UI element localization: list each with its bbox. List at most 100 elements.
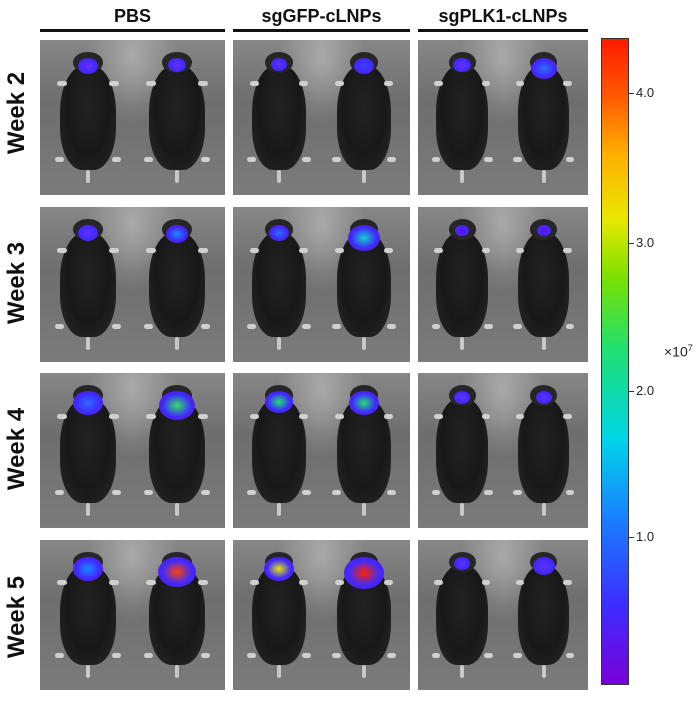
mouse xyxy=(247,385,311,516)
mouse-paw xyxy=(299,579,309,585)
mouse-tail xyxy=(86,336,91,350)
mouse-paw xyxy=(112,323,122,329)
mouse-paw xyxy=(386,156,396,162)
mouse xyxy=(513,385,575,516)
bioluminescence-signal xyxy=(454,390,471,404)
mouse-paw xyxy=(247,652,257,658)
bioluminescence-signal xyxy=(353,57,374,74)
bioluminescence-signal xyxy=(73,557,104,582)
mouse-paw xyxy=(299,248,309,254)
mouse-tail xyxy=(174,169,179,183)
mouse-tail xyxy=(362,665,366,678)
imaging-panel-week5-group2 xyxy=(233,540,410,690)
imaging-panel-week2-group2 xyxy=(233,40,410,195)
mouse-tail xyxy=(277,665,281,678)
bioluminescence-signal xyxy=(455,224,470,236)
mouse-paw xyxy=(146,81,156,87)
bioluminescence-signal xyxy=(348,390,379,415)
mouse xyxy=(54,385,122,516)
colorbar-label-4: 4.0 xyxy=(636,85,655,100)
mouse-paw xyxy=(200,323,211,329)
mouse-paw xyxy=(513,652,522,658)
mouse-paw xyxy=(249,248,259,254)
mouse-paw xyxy=(431,323,441,329)
mouse-paw xyxy=(332,489,342,495)
mouse-body xyxy=(337,398,391,503)
mouse-tail xyxy=(541,336,546,350)
row-label-week-5: Week 5 xyxy=(3,575,30,659)
mouse-paw xyxy=(109,81,119,87)
mouse-paw xyxy=(247,489,257,495)
colorbar-unit-exponent: 7 xyxy=(687,343,693,353)
mouse xyxy=(143,552,211,678)
mouse xyxy=(431,385,493,516)
colorbar xyxy=(601,38,629,685)
mouse-paw xyxy=(431,489,441,495)
mouse-paw xyxy=(57,579,67,585)
imaging-panel-week4-group1 xyxy=(40,373,225,528)
mouse-paw xyxy=(57,81,67,87)
bioluminescence-signal xyxy=(158,390,195,420)
mouse-body xyxy=(252,398,306,503)
mouse-paw xyxy=(386,489,396,495)
mouse-paw xyxy=(249,579,259,585)
mouse-paw xyxy=(146,248,156,254)
mouse xyxy=(247,52,311,183)
mouse xyxy=(143,385,211,516)
mouse-paw xyxy=(434,414,443,420)
mouse-paw xyxy=(565,489,575,495)
mouse-paw xyxy=(301,652,311,658)
mouse-paw xyxy=(431,156,441,162)
group-header-sggfp: sgGFP-cLNPs xyxy=(261,6,382,26)
bioluminescence-signal xyxy=(167,57,186,72)
mouse-tail xyxy=(362,502,366,516)
mouse-paw xyxy=(434,248,443,254)
mouse xyxy=(513,52,575,183)
mouse xyxy=(431,52,493,183)
mouse xyxy=(332,219,396,350)
mouse-body xyxy=(252,65,306,170)
mouse-paw xyxy=(112,156,122,162)
row-label-week-2: Week 2 xyxy=(3,71,30,155)
mouse-paw xyxy=(386,652,396,658)
bioluminescence-signal xyxy=(265,390,294,413)
mouse-paw xyxy=(563,579,572,585)
imaging-panel-week4-group2 xyxy=(233,373,410,528)
mouse-paw xyxy=(434,81,443,87)
mouse-paw xyxy=(334,579,344,585)
colorbar-label-1: 1.0 xyxy=(636,529,655,544)
mouse-paw xyxy=(109,579,119,585)
mouse-tail xyxy=(460,169,464,183)
mouse-tail xyxy=(362,169,366,183)
mouse xyxy=(332,52,396,183)
mouse xyxy=(332,552,396,678)
colorbar-label-3: 3.0 xyxy=(636,235,655,250)
mouse-paw xyxy=(198,414,208,420)
bioluminescence-signal xyxy=(78,224,99,241)
mouse-paw xyxy=(484,156,493,162)
mouse-paw xyxy=(481,579,491,585)
mouse-paw xyxy=(247,323,257,329)
mouse-body xyxy=(60,232,117,337)
bioluminescence-signal xyxy=(271,57,288,71)
mouse-tail xyxy=(174,336,179,350)
mouse-paw xyxy=(334,248,344,254)
colorbar-label-2: 2.0 xyxy=(636,383,655,398)
mouse-paw xyxy=(198,579,208,585)
colorbar-unit-base: ×10 xyxy=(664,343,688,360)
mouse-tail xyxy=(460,336,464,350)
mouse-paw xyxy=(481,248,491,254)
mouse-paw xyxy=(515,414,525,420)
bioluminescence-signal xyxy=(78,57,99,74)
mouse-tail xyxy=(86,502,91,516)
mouse xyxy=(143,52,211,183)
mouse-body xyxy=(252,564,306,666)
imaging-panel-week2-group3 xyxy=(418,40,588,195)
mouse-paw xyxy=(109,248,119,254)
mouse-paw xyxy=(249,81,259,87)
colorbar-tick-1 xyxy=(628,537,634,538)
mouse-body xyxy=(436,564,488,666)
bioluminescence-signal xyxy=(453,57,472,72)
mouse-paw xyxy=(57,414,67,420)
mouse-body xyxy=(60,398,117,503)
